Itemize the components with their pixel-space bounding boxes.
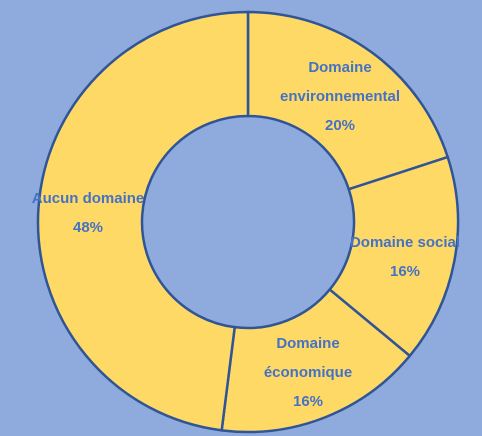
value-label: 16% <box>389 263 421 280</box>
value-label: 20% <box>324 117 356 134</box>
value-label: 16% <box>292 393 324 410</box>
category-label: Domaine environnemental <box>279 59 401 105</box>
category-label: Domaine économique <box>263 335 353 381</box>
slice-label: Domaine social 16% <box>320 228 482 286</box>
donut-slice <box>220 287 412 434</box>
slice-label: Domaine économique 16% <box>243 329 373 416</box>
slice-label: Aucun domaine 48% <box>3 184 173 242</box>
value-label: 48% <box>72 219 104 236</box>
donut-slice <box>36 10 250 432</box>
category-label: Domaine social <box>349 234 461 251</box>
slice-label: Domaine environnemental 20% <box>255 53 425 140</box>
category-label: Aucun domaine <box>31 190 145 207</box>
donut-slice <box>327 155 460 358</box>
donut-slice <box>246 10 450 191</box>
